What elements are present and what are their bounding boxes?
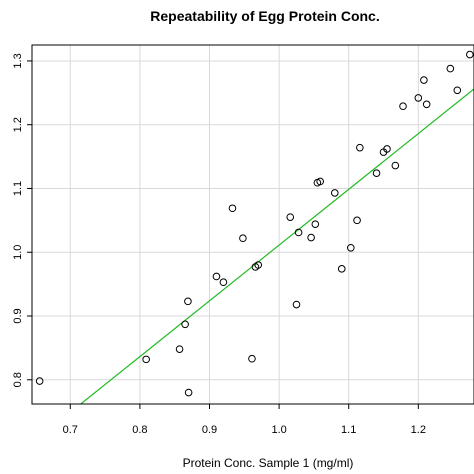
data-point: [383, 145, 391, 153]
data-point: [184, 388, 193, 397]
x-tick-label: 0.8: [132, 424, 147, 436]
data-point: [316, 177, 324, 186]
data-point: [372, 169, 381, 177]
fit-line: [80, 88, 474, 405]
y-tick-label: 1.2: [12, 117, 24, 132]
data-point: [292, 300, 301, 309]
data-point: [466, 50, 474, 59]
data-point: [346, 243, 355, 252]
data-points: [35, 50, 474, 397]
data-point: [228, 204, 237, 213]
data-point: [212, 272, 221, 281]
data-point: [184, 297, 192, 306]
data-point: [248, 354, 256, 363]
data-point: [254, 261, 263, 269]
plot-frame: [31, 44, 474, 405]
data-point: [391, 161, 400, 170]
data-point: [175, 345, 184, 353]
data-point: [181, 320, 189, 329]
data-point: [311, 220, 320, 228]
data-point: [353, 216, 361, 225]
data-point: [453, 86, 462, 95]
y-axis: 0.8 0.9 1.0 1.1 1.2 1.3: [12, 53, 32, 387]
data-point: [399, 102, 407, 111]
data-point: [142, 355, 150, 364]
x-axis-label: Protein Conc. Sample 1 (mg/ml): [183, 456, 354, 470]
grid-lines: [32, 45, 474, 404]
y-tick-label: 1.0: [12, 245, 24, 260]
data-point: [286, 213, 295, 221]
data-point: [239, 234, 247, 243]
fit-line-group: [80, 88, 474, 405]
data-point: [307, 233, 315, 242]
y-tick-label: 0.9: [12, 308, 24, 323]
x-tick-label: 0.7: [63, 424, 78, 436]
data-point: [356, 143, 364, 152]
data-point: [414, 94, 423, 102]
data-point: [337, 265, 346, 273]
data-point: [420, 76, 428, 84]
y-tick-label: 0.8: [12, 372, 24, 387]
data-point: [35, 377, 44, 385]
chart-title: Repeatability of Egg Protein Conc.: [150, 8, 379, 24]
data-point: [330, 189, 339, 197]
data-point: [446, 64, 455, 73]
data-point: [219, 278, 228, 287]
data-point: [294, 228, 303, 237]
y-tick-label: 1.1: [12, 181, 24, 196]
y-tick-label: 1.3: [12, 53, 24, 68]
x-tick-label: 1.1: [341, 424, 356, 436]
data-point: [422, 100, 431, 109]
x-tick-label: 0.9: [202, 424, 217, 436]
x-tick-label: 1.2: [411, 424, 426, 436]
x-axis: 0.7 0.8 0.9 1.0 1.1 1.2: [63, 404, 426, 436]
x-tick-label: 1.0: [271, 424, 286, 436]
